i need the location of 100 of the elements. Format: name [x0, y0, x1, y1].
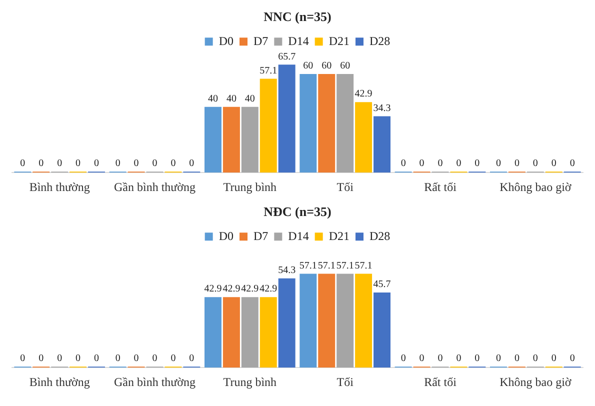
- data-label: 0: [94, 353, 100, 364]
- data-label: 0: [514, 353, 520, 364]
- legend-label: D0: [218, 34, 234, 48]
- legend-label: D28: [370, 228, 390, 243]
- data-label: 42.9: [204, 284, 222, 295]
- data-label: 0: [170, 158, 176, 170]
- data-label: 0: [570, 158, 575, 170]
- legend-label: D7: [254, 228, 268, 243]
- data-label: 54.3: [278, 265, 296, 276]
- data-label: 0: [456, 353, 462, 364]
- x-tick-label: Tối: [336, 180, 354, 194]
- bar: [374, 292, 390, 368]
- data-label: 0: [532, 158, 538, 170]
- bar: [355, 102, 372, 173]
- data-label: 0: [400, 158, 406, 170]
- data-label: 60: [303, 60, 314, 72]
- data-label: 0: [532, 353, 538, 364]
- data-label: 45.7: [373, 279, 391, 290]
- data-label: 0: [419, 158, 424, 170]
- legend-label: D14: [288, 34, 309, 48]
- data-label: 57.1: [354, 260, 372, 272]
- bar: [318, 274, 336, 368]
- legend-label: D21: [328, 34, 350, 48]
- data-label: 0: [170, 353, 176, 364]
- data-label: 57.1: [260, 65, 278, 76]
- data-label: 57.1: [336, 260, 354, 272]
- bar: [336, 274, 354, 368]
- data-label: 0: [76, 353, 81, 364]
- bar: [355, 274, 372, 368]
- bar: [300, 274, 317, 368]
- data-label: 0: [496, 353, 501, 364]
- data-label: 0: [400, 353, 406, 364]
- data-label: 0: [496, 158, 501, 170]
- data-label: 42.9: [260, 284, 278, 295]
- x-tick-label: Không bao giờ: [500, 180, 572, 194]
- data-label: 40: [226, 94, 236, 105]
- data-label: 0: [189, 353, 194, 364]
- bar: [222, 106, 240, 173]
- x-tick-label: Không bao giờ: [500, 374, 572, 389]
- bar: [278, 64, 296, 173]
- legend-label: D7: [254, 34, 268, 48]
- data-label: 0: [115, 158, 120, 170]
- bar: [204, 297, 222, 368]
- bar: [300, 74, 317, 173]
- bar: [260, 78, 277, 173]
- x-tick-label: Trung bình: [223, 180, 277, 194]
- data-label: 0: [57, 353, 62, 364]
- bar: [222, 297, 240, 368]
- x-tick-label: Trung bình: [223, 374, 277, 389]
- data-label: 0: [570, 353, 575, 364]
- data-label: 60: [322, 60, 332, 72]
- data-label: 40: [244, 94, 255, 105]
- data-label: 40: [208, 94, 218, 105]
- bar: [241, 297, 258, 368]
- data-label: 60: [340, 60, 350, 72]
- data-label: 0: [189, 158, 194, 170]
- data-label: 0: [115, 353, 120, 364]
- data-label: 0: [456, 158, 462, 170]
- data-label: 0: [152, 158, 158, 170]
- x-tick-label: Tối: [336, 374, 354, 389]
- x-tick-label: Gần bình thường: [114, 374, 196, 389]
- bar: [374, 116, 390, 173]
- bar: [260, 297, 277, 368]
- data-label: 0: [551, 353, 556, 364]
- data-label: 57.1: [318, 260, 336, 272]
- data-label: 42.9: [354, 88, 372, 100]
- data-label: 0: [57, 158, 62, 170]
- data-label: 0: [94, 158, 100, 170]
- bar: [278, 278, 296, 368]
- data-label: 0: [20, 158, 26, 170]
- data-label: 0: [474, 353, 480, 364]
- data-label: 42.9: [241, 284, 259, 295]
- bar: [318, 74, 336, 173]
- x-tick-label: Bình thường: [29, 374, 90, 389]
- data-label: 0: [438, 353, 443, 364]
- data-label: 0: [514, 158, 520, 170]
- data-label: 0: [419, 353, 424, 364]
- data-label: 57.1: [299, 260, 317, 272]
- data-label: 0: [474, 158, 480, 170]
- data-label: 0: [152, 353, 158, 364]
- data-label: 0: [38, 158, 44, 170]
- x-tick-label: Rất tối: [424, 374, 458, 389]
- data-label: 42.9: [222, 284, 240, 295]
- data-label: 0: [38, 353, 44, 364]
- legend-label: D14: [288, 228, 309, 243]
- bar: [336, 74, 354, 173]
- data-label: 0: [551, 158, 556, 170]
- data-label: 0: [134, 158, 139, 170]
- chart-title: NĐC (n=35): [264, 204, 332, 220]
- x-tick-label: Bình thường: [29, 180, 90, 194]
- chart-title: NNC (n=35): [264, 9, 332, 24]
- data-label: 34.3: [373, 102, 391, 114]
- bar: [241, 106, 258, 173]
- data-label: 0: [20, 353, 26, 364]
- x-tick-label: Rất tối: [424, 180, 458, 194]
- bar: [204, 106, 222, 173]
- legend-label: D21: [328, 228, 350, 243]
- data-label: 0: [134, 353, 139, 364]
- legend-label: D28: [370, 34, 390, 48]
- data-label: 0: [438, 158, 443, 170]
